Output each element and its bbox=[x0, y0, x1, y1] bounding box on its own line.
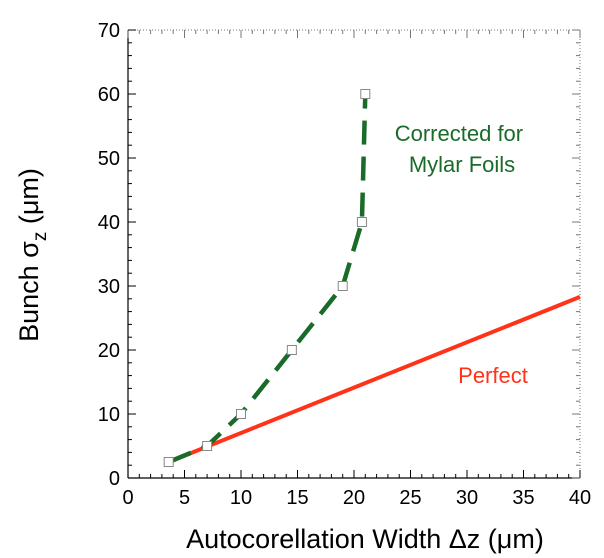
annotation-corrected-line-1: Corrected for bbox=[395, 121, 523, 146]
x-tick-label: 35 bbox=[512, 487, 534, 509]
x-tick-label: 20 bbox=[343, 487, 365, 509]
y-axis-label-prefix: Bunch σ bbox=[14, 241, 44, 342]
y-tick-label: 60 bbox=[98, 84, 120, 106]
x-tick-label: 40 bbox=[569, 487, 591, 509]
data-point-corrected bbox=[236, 409, 246, 419]
annotation-corrected: Corrected for Mylar Foils bbox=[395, 121, 530, 177]
x-tick-label: 0 bbox=[122, 487, 133, 509]
series-line-perfect bbox=[167, 295, 581, 464]
data-point-corrected bbox=[286, 345, 297, 355]
data-point-corrected bbox=[337, 281, 348, 291]
annotation-perfect: Perfect bbox=[458, 363, 528, 388]
y-axis-label-suffix: (μm) bbox=[14, 168, 44, 232]
x-tick-label: 15 bbox=[286, 487, 308, 509]
x-axis-label: Autocorellation Width Δz (μm) bbox=[186, 524, 544, 554]
data-point-corrected bbox=[202, 441, 213, 451]
data-point-corrected bbox=[356, 217, 367, 227]
y-tick-label: 40 bbox=[98, 212, 120, 234]
y-tick-label: 30 bbox=[98, 276, 120, 298]
y-tick-label: 20 bbox=[98, 340, 120, 362]
data-point-corrected bbox=[163, 457, 174, 467]
data-point-corrected bbox=[360, 89, 371, 99]
annotation-corrected-line-2: Mylar Foils bbox=[409, 152, 515, 177]
y-axis-label-sub: z bbox=[30, 232, 51, 242]
x-tick-label: 5 bbox=[179, 487, 190, 509]
series-line-corrected bbox=[167, 93, 368, 465]
x-tick-label: 30 bbox=[456, 487, 478, 509]
x-tick-label: 10 bbox=[230, 487, 252, 509]
y-tick-label: 50 bbox=[98, 148, 120, 170]
y-tick-label: 70 bbox=[98, 20, 120, 42]
y-tick-label: 10 bbox=[98, 404, 120, 426]
y-axis-label: Bunch σz (μm) bbox=[14, 168, 51, 342]
y-tick-label: 0 bbox=[109, 468, 120, 490]
x-tick-label: 25 bbox=[399, 487, 421, 509]
